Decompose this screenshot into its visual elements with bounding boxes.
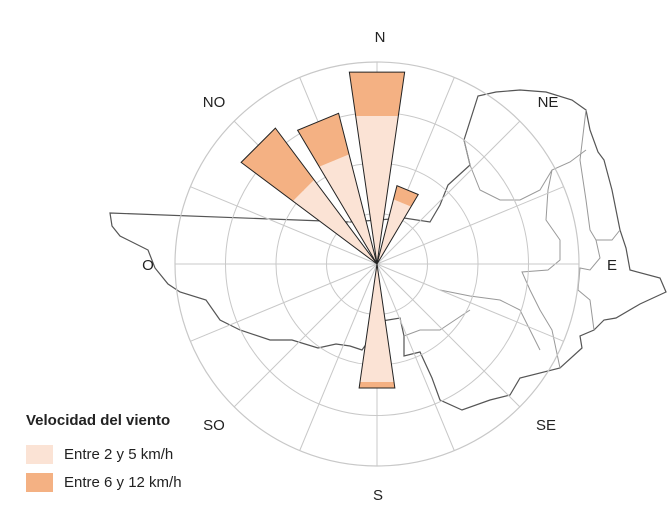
- sector-no-outline: [240, 127, 378, 265]
- sector-nne-low: [377, 199, 412, 264]
- sector-n-low: [355, 116, 399, 264]
- map-outline: [109, 89, 667, 411]
- direction-labels: N NE E SE S SO O NO: [142, 29, 617, 504]
- direction-label-s: S: [373, 487, 383, 504]
- sector-nne-high: [393, 185, 419, 207]
- direction-label-no: NO: [203, 94, 226, 111]
- grid-spoke: [376, 186, 564, 265]
- legend-label-high: Entre 6 y 12 km/h: [64, 474, 182, 491]
- grid-spoke: [376, 263, 521, 408]
- grid-spoke: [376, 263, 455, 451]
- sector-nno-low: [319, 154, 377, 264]
- grid-spoke: [376, 120, 521, 265]
- direction-label-e: E: [607, 257, 617, 274]
- grid-spoke: [190, 186, 378, 265]
- sector-n-high: [349, 72, 405, 117]
- direction-label-se: SE: [536, 417, 556, 434]
- sector-n-outline: [348, 71, 406, 265]
- legend-swatch-high: [26, 473, 53, 492]
- grid-spoke: [376, 263, 564, 342]
- sector-s-outline: [358, 263, 396, 389]
- legend-title: Velocidad del viento: [26, 412, 171, 429]
- sector-no-high: [241, 128, 315, 202]
- wind-sectors: [240, 71, 419, 389]
- legend-swatch-low: [26, 445, 53, 464]
- sector-nno-high: [297, 113, 350, 167]
- legend: Velocidad del viento Entre 2 y 5 km/h En…: [26, 412, 286, 501]
- grid-spoke: [233, 263, 378, 408]
- direction-label-so: SO: [203, 417, 225, 434]
- legend-item-low: Entre 2 y 5 km/h: [26, 445, 286, 464]
- sector-s-low: [360, 264, 394, 382]
- direction-label-ne: NE: [538, 94, 559, 111]
- sector-no-low: [292, 179, 377, 264]
- map-inner-boundaries: [403, 109, 621, 369]
- grid-spoke: [190, 263, 378, 342]
- direction-label-o: O: [142, 257, 154, 274]
- legend-label-low: Entre 2 y 5 km/h: [64, 446, 174, 463]
- sector-nne-outline: [376, 185, 419, 265]
- grid-spoke: [299, 263, 378, 451]
- sector-nno-outline: [296, 112, 378, 265]
- direction-label-n: N: [375, 29, 386, 46]
- sector-s-high: [359, 381, 395, 388]
- legend-item-high: Entre 6 y 12 km/h: [26, 473, 286, 492]
